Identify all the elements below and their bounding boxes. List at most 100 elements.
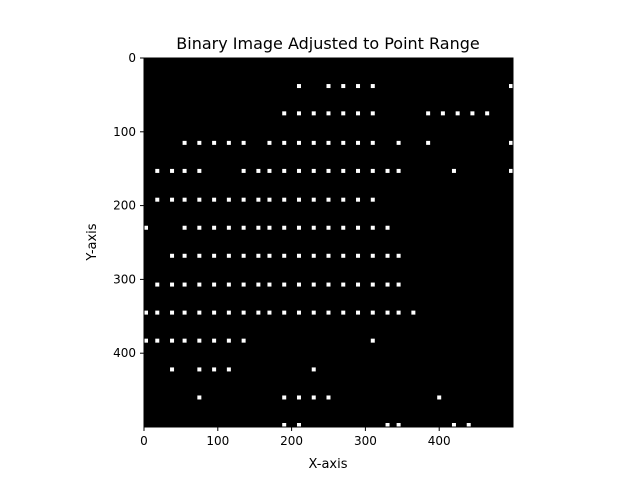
data-point	[455, 111, 460, 116]
data-point	[411, 310, 416, 315]
y-tick-label: 100	[113, 125, 136, 139]
data-point	[396, 253, 401, 258]
data-point	[341, 310, 346, 315]
data-point	[370, 310, 375, 315]
data-point	[311, 367, 316, 372]
data-point	[396, 310, 401, 315]
data-point	[326, 197, 331, 202]
data-point	[197, 253, 202, 258]
data-point	[144, 225, 148, 230]
data-point	[341, 253, 346, 258]
data-point	[356, 225, 361, 230]
data-point	[296, 282, 301, 287]
data-point	[509, 140, 513, 145]
data-point	[212, 140, 217, 145]
data-point	[437, 395, 442, 400]
data-point	[241, 253, 246, 258]
data-point	[155, 338, 160, 343]
data-point	[370, 253, 375, 258]
data-point	[182, 310, 187, 315]
data-point	[311, 140, 316, 145]
data-point	[155, 282, 160, 287]
data-point	[466, 423, 471, 427]
x-tick-label: 300	[354, 434, 377, 448]
data-point	[267, 225, 272, 230]
data-point	[326, 84, 331, 89]
data-point	[197, 168, 202, 173]
data-point	[182, 253, 187, 258]
data-point	[396, 423, 401, 427]
data-point	[282, 310, 287, 315]
data-point	[182, 282, 187, 287]
data-point	[282, 168, 287, 173]
data-point	[197, 395, 202, 400]
data-point	[356, 282, 361, 287]
data-point	[311, 225, 316, 230]
data-point	[326, 140, 331, 145]
data-point	[267, 282, 272, 287]
data-point	[256, 253, 261, 258]
data-point	[311, 310, 316, 315]
data-point	[341, 111, 346, 116]
y-tick-label: 400	[113, 346, 136, 360]
data-point	[197, 140, 202, 145]
data-point	[326, 168, 331, 173]
data-point	[241, 225, 246, 230]
data-point	[282, 111, 287, 116]
data-point	[170, 168, 175, 173]
data-point	[267, 140, 272, 145]
data-point	[451, 423, 456, 427]
data-point	[267, 168, 272, 173]
data-point	[341, 282, 346, 287]
data-point	[509, 168, 513, 173]
data-point	[212, 225, 217, 230]
data-point	[170, 197, 175, 202]
data-point	[212, 310, 217, 315]
data-point	[326, 282, 331, 287]
x-axis: 0 100 200 300 400	[140, 427, 451, 448]
data-point	[226, 140, 231, 145]
data-point	[197, 338, 202, 343]
x-axis-label: X-axis	[309, 457, 348, 472]
data-point	[311, 168, 316, 173]
data-point	[326, 111, 331, 116]
data-point	[470, 111, 475, 116]
data-point	[385, 225, 390, 230]
data-point	[341, 140, 346, 145]
data-point	[385, 253, 390, 258]
data-point	[170, 282, 175, 287]
data-point	[197, 225, 202, 230]
data-point	[197, 282, 202, 287]
plot-frame	[143, 57, 514, 428]
data-point	[396, 168, 401, 173]
data-point	[241, 197, 246, 202]
data-point	[296, 225, 301, 230]
data-point	[356, 197, 361, 202]
y-tick-label: 300	[113, 272, 136, 286]
data-point	[226, 338, 231, 343]
data-point	[212, 338, 217, 343]
data-point	[385, 423, 390, 427]
data-point	[212, 253, 217, 258]
data-point	[212, 197, 217, 202]
data-point	[182, 225, 187, 230]
data-point	[197, 310, 202, 315]
data-point	[396, 282, 401, 287]
data-point	[296, 84, 301, 89]
data-point	[385, 282, 390, 287]
data-point	[296, 395, 301, 400]
data-point	[509, 84, 513, 89]
data-point	[267, 197, 272, 202]
data-point	[267, 253, 272, 258]
data-point	[326, 225, 331, 230]
data-point	[256, 282, 261, 287]
data-point	[296, 423, 301, 427]
data-point	[282, 395, 287, 400]
data-point	[282, 225, 287, 230]
data-point	[197, 367, 202, 372]
data-point	[396, 140, 401, 145]
data-point	[182, 197, 187, 202]
data-point	[426, 140, 431, 145]
data-point	[296, 140, 301, 145]
